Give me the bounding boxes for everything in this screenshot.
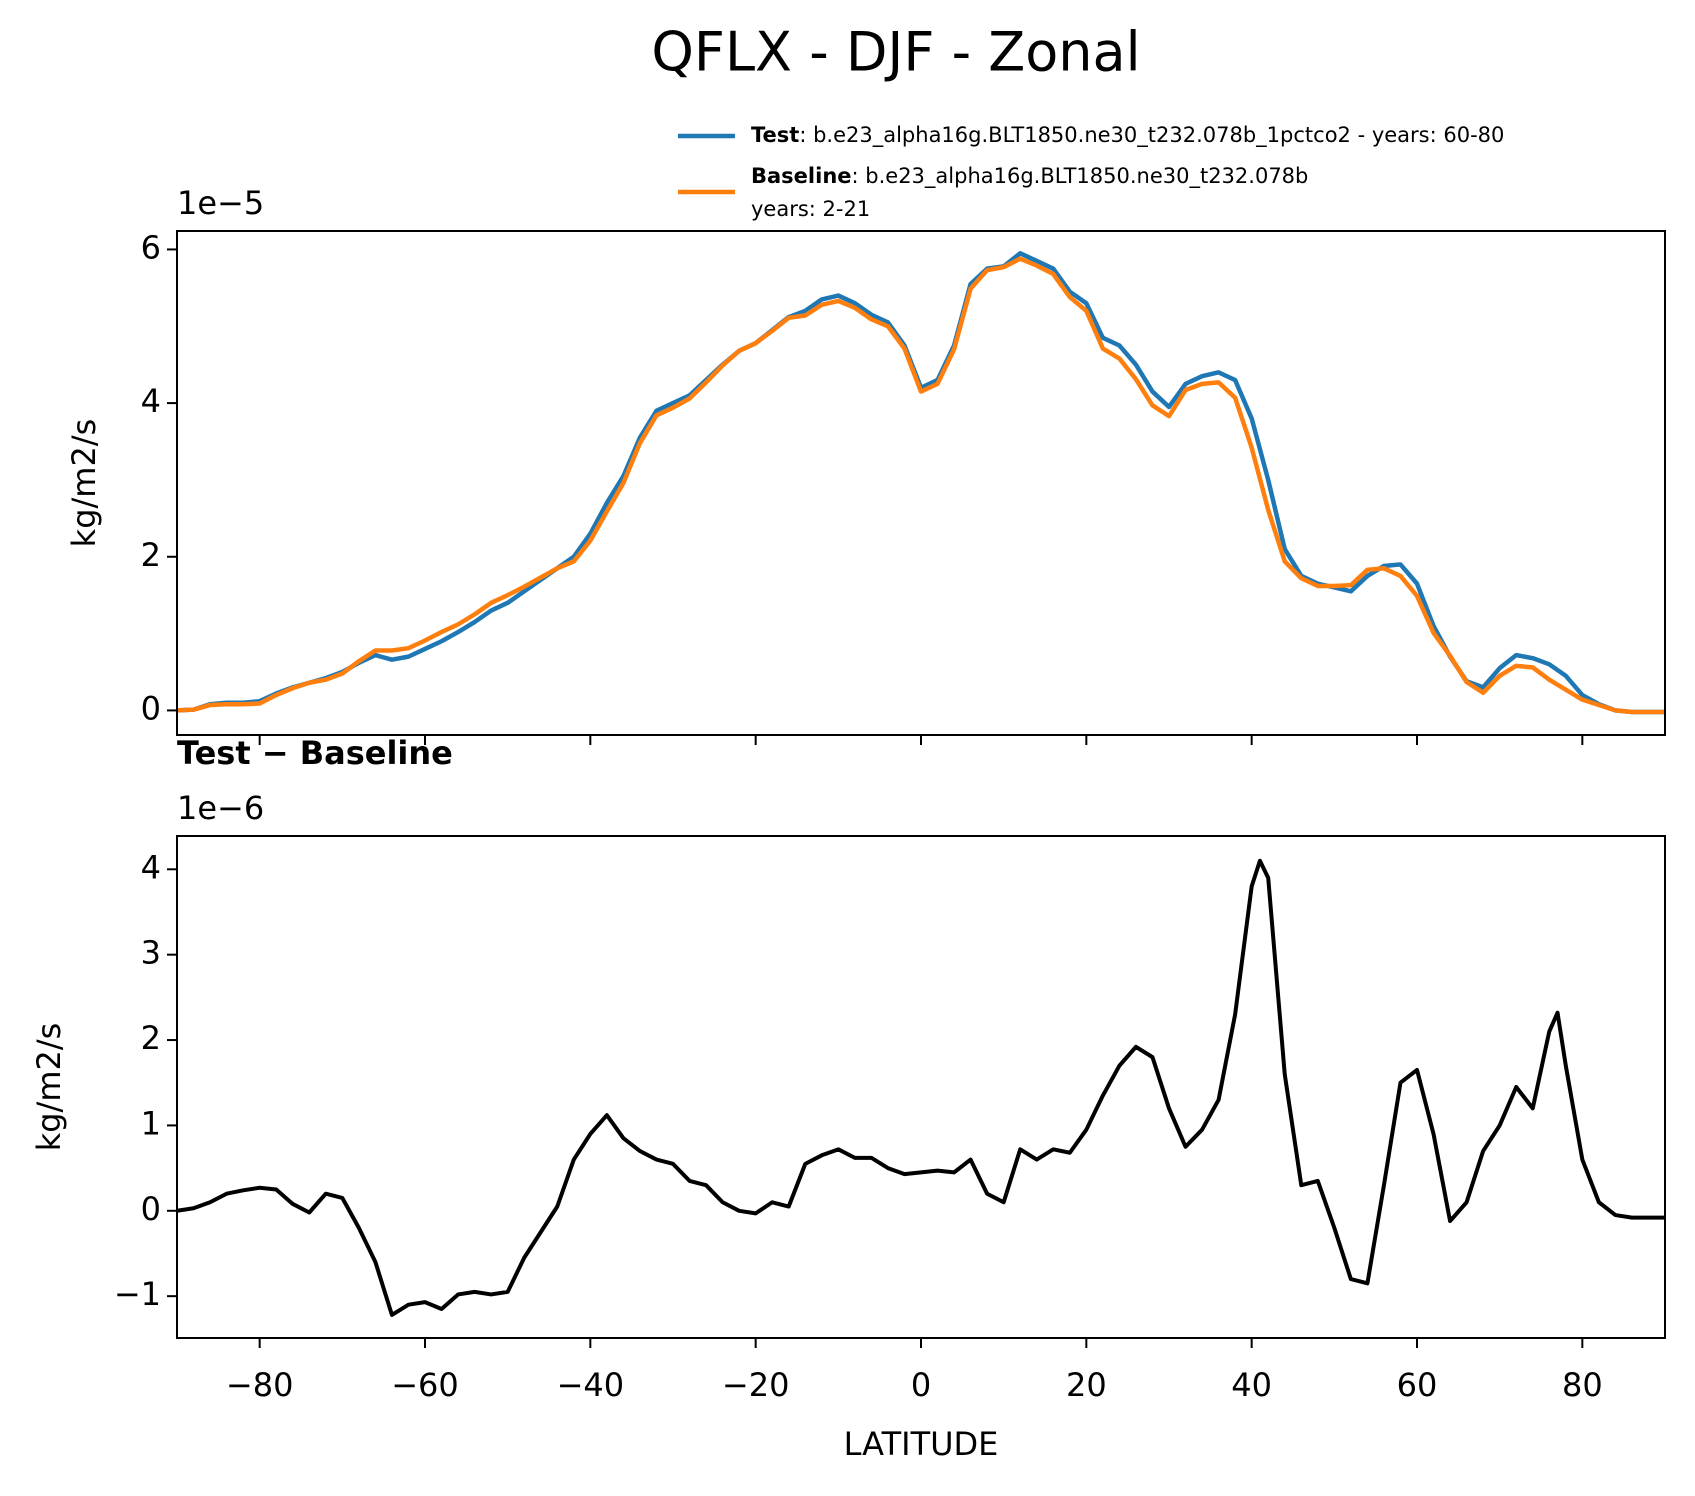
x-tick-label: 20 bbox=[1066, 1366, 1107, 1404]
x-tick-label: 60 bbox=[1397, 1366, 1438, 1404]
x-tick-label: −40 bbox=[557, 1366, 625, 1404]
y-tick-label: 2 bbox=[141, 1019, 161, 1057]
x-tick-label: 0 bbox=[911, 1366, 931, 1404]
y-tick-label: 0 bbox=[141, 1190, 161, 1228]
offset-text: 1e−5 bbox=[177, 184, 264, 222]
series-line bbox=[177, 256, 1665, 715]
legend-entry: Test: b.e23_alpha16g.BLT1850.ne30_t232.0… bbox=[751, 123, 1504, 148]
y-tick-label: 4 bbox=[141, 382, 161, 420]
axes-title: Test − Baseline bbox=[177, 734, 453, 772]
figure-title: QFLX - DJF - Zonal bbox=[651, 21, 1140, 84]
offset-text: 1e−6 bbox=[177, 789, 264, 827]
series-line bbox=[177, 858, 1665, 1317]
legend-label: : b.e23_alpha16g.BLT1850.ne30_t232.078b_… bbox=[799, 123, 1504, 148]
x-tick-label: −60 bbox=[391, 1366, 459, 1404]
y-tick-label: −1 bbox=[114, 1275, 161, 1313]
y-tick-label: 0 bbox=[141, 689, 161, 727]
x-tick-label: 80 bbox=[1562, 1366, 1603, 1404]
y-tick-label: 6 bbox=[141, 228, 161, 266]
x-tick-label: 40 bbox=[1231, 1366, 1272, 1404]
legend-entry: Baseline: b.e23_alpha16g.BLT1850.ne30_t2… bbox=[751, 164, 1308, 189]
y-axis-label: kg/m2/s bbox=[65, 419, 103, 548]
legend-label: years: 2-21 bbox=[751, 197, 870, 221]
axes-frame bbox=[176, 230, 1666, 736]
axes-frame bbox=[176, 835, 1666, 1339]
y-tick-label: 4 bbox=[141, 848, 161, 886]
x-axis-label: LATITUDE bbox=[844, 1425, 999, 1463]
legend-label: : b.e23_alpha16g.BLT1850.ne30_t232.078b bbox=[852, 164, 1309, 189]
x-tick-label: −80 bbox=[226, 1366, 294, 1404]
y-tick-label: 2 bbox=[141, 536, 161, 574]
legend-name: Test bbox=[751, 123, 799, 147]
y-axis-label: kg/m2/s bbox=[30, 1023, 68, 1152]
x-tick-label: −20 bbox=[722, 1366, 790, 1404]
legend-name: Baseline bbox=[751, 164, 852, 188]
y-tick-label: 1 bbox=[141, 1104, 161, 1142]
y-tick-label: 3 bbox=[141, 934, 161, 972]
